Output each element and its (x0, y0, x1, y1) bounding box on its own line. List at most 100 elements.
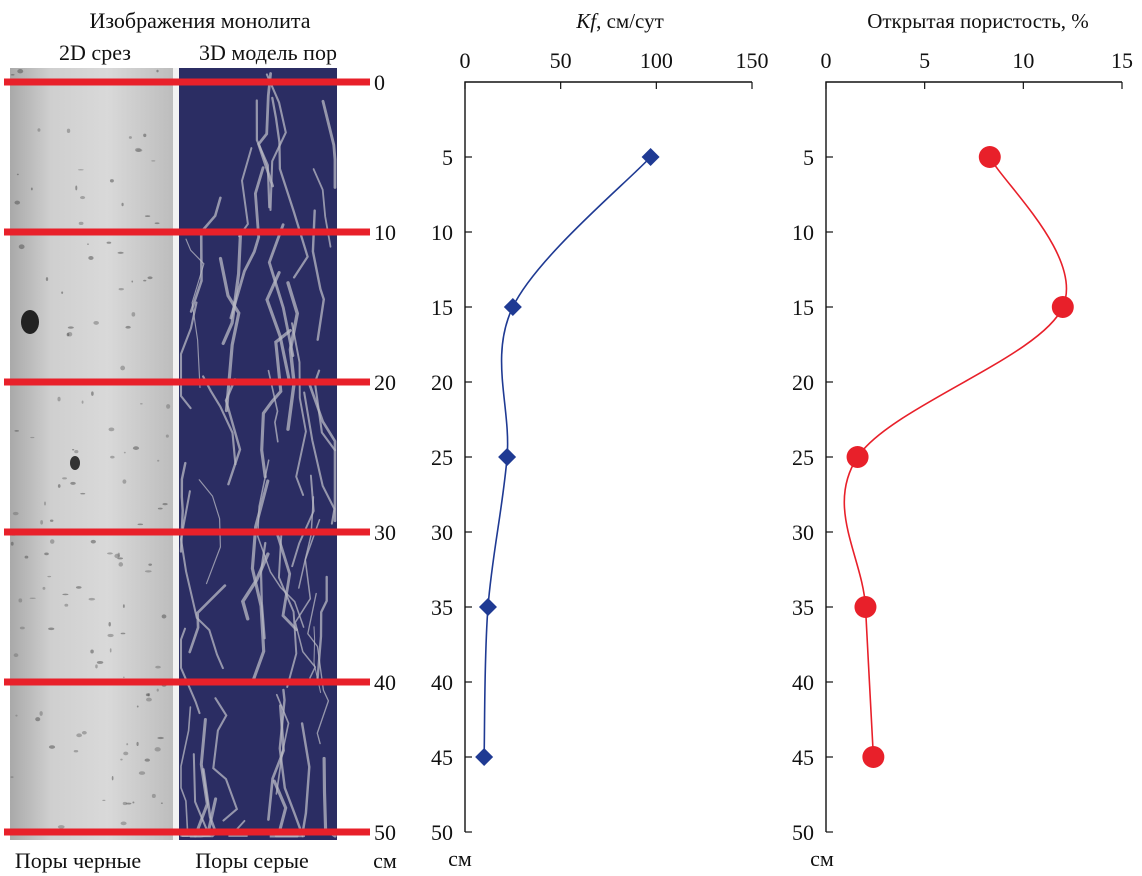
soil-pore-speck (132, 446, 140, 450)
pore-model-3d-caption: Поры серые (195, 848, 309, 873)
soil-pore-speck (76, 733, 82, 738)
porosity-data-point (846, 446, 869, 468)
soil-pore-speck (10, 541, 14, 546)
soil-pore-speck (144, 758, 150, 762)
soil-macro-pore (21, 310, 39, 334)
soil-pore-speck (18, 244, 25, 250)
soil-pore-speck (75, 586, 82, 589)
depth-marker-label: 20 (374, 370, 396, 395)
depth-markers: 0 10 20 30 40 50 (4, 70, 396, 845)
soil-pore-speck (57, 825, 65, 829)
soil-pore-speck (148, 563, 153, 566)
soil-pore-speck (165, 434, 169, 438)
soil-pore-speck (14, 429, 19, 432)
porosity-series-line (843, 156, 1068, 758)
pore-channel (198, 479, 221, 585)
soil-pore-speck (120, 821, 127, 826)
soil-2d-slice-image (10, 68, 173, 840)
soil-pore-speck (40, 520, 44, 525)
kf-y-tick-label: 20 (431, 370, 453, 395)
soil-pore-speck (49, 539, 55, 544)
soil-pore-speck (117, 557, 124, 560)
pore-channel (267, 704, 285, 821)
pore-channel (321, 99, 337, 189)
soil-pore-speck (77, 169, 84, 171)
slice-separator (173, 68, 179, 840)
porosity-y-tick-label: 15 (792, 295, 814, 320)
pore-channel (307, 592, 330, 745)
pore-channel (250, 479, 270, 683)
soil-pore-speck (108, 622, 111, 627)
image-depth-unit: см (373, 848, 397, 873)
kf-y-unit: см (448, 846, 472, 871)
soil-pore-speck (128, 136, 132, 139)
soil-pore-speck (44, 552, 49, 556)
kf-y-tick-label: 50 (431, 820, 453, 845)
soil-pore-speck (122, 604, 125, 608)
soil-pore-speck (118, 562, 124, 567)
porosity-y-tick-label: 30 (792, 520, 814, 545)
soil-pore-speck (39, 711, 43, 716)
kf-y-tick-label: 15 (431, 295, 453, 320)
pore-model-3d-label: 3D модель пор (199, 40, 337, 65)
soil-pore-speck (166, 404, 171, 409)
kf-data-point (641, 148, 660, 166)
kf-x-tick-label: 50 (550, 48, 572, 73)
soil-pore-speck (131, 280, 134, 283)
image-panel-title: Изображения монолита (89, 8, 310, 33)
porosity-chart-title: Открытая пористость, % (867, 9, 1089, 33)
soil-pore-speck (120, 632, 126, 635)
pore-channel (260, 328, 292, 479)
soil-pore-speck (146, 697, 152, 702)
soil-pore-speck (13, 653, 19, 658)
soil-pore-speck (93, 320, 99, 325)
porosity-y-tick-label: 10 (792, 220, 814, 245)
soil-pore-speck (123, 451, 126, 454)
soil-pore-speck (67, 326, 74, 329)
soil-pore-speck (64, 603, 69, 607)
kf-y-tick-label: 35 (431, 595, 453, 620)
porosity-x-tick-label: 10 (1012, 48, 1034, 73)
soil-pore-speck (120, 758, 123, 761)
soil-pore-speck (10, 73, 15, 76)
kf-data-point (498, 448, 517, 466)
soil-pore-speck (154, 222, 160, 225)
soil-pore-speck (137, 523, 144, 526)
soil-pore-speck (126, 743, 129, 746)
depth-marker-label: 50 (374, 820, 396, 845)
soil-pore-speck (35, 717, 41, 722)
soil-pore-speck (106, 241, 112, 244)
pore-channel (221, 231, 243, 346)
soil-pore-speck (81, 400, 84, 404)
soil-pore-speck (143, 133, 147, 138)
soil-pore-speck (156, 69, 159, 73)
slice-2d-label: 2D срез (59, 40, 131, 65)
soil-pore-speck (47, 575, 52, 578)
pore-channel (188, 584, 227, 654)
porosity-y-tick-label: 5 (803, 145, 814, 170)
soil-pore-speck (110, 455, 115, 459)
depth-marker-label: 10 (374, 220, 396, 245)
kf-chart-title: Kf, см/сут (575, 9, 664, 33)
soil-pore-speck (30, 436, 35, 439)
kf-chart: Kf, см/сут см 0 50 100 150 5 10 15 20 25 30 35 40 45… (431, 9, 769, 871)
pore-channel (179, 301, 198, 410)
depth-marker-label: 0 (374, 70, 385, 95)
pore-channel (179, 461, 187, 553)
soil-pore-speck (66, 332, 70, 337)
soil-pore-speck (91, 391, 94, 396)
soil-pore-speck (80, 196, 86, 200)
pore-channel (179, 627, 201, 715)
porosity-data-point (978, 146, 1001, 168)
soil-pore-speck (42, 586, 46, 590)
soil-pore-speck (155, 665, 161, 669)
soil-pore-speck (75, 185, 78, 191)
porosity-y-tick-label: 50 (792, 820, 814, 845)
soil-pore-speck (157, 507, 163, 510)
soil-pore-speck (123, 676, 125, 679)
porosity-x-tick-label: 0 (821, 48, 832, 73)
porosity-y-tick-label: 45 (792, 745, 814, 770)
soil-pore-speck (87, 243, 89, 245)
soil-pore-speck (49, 519, 54, 522)
